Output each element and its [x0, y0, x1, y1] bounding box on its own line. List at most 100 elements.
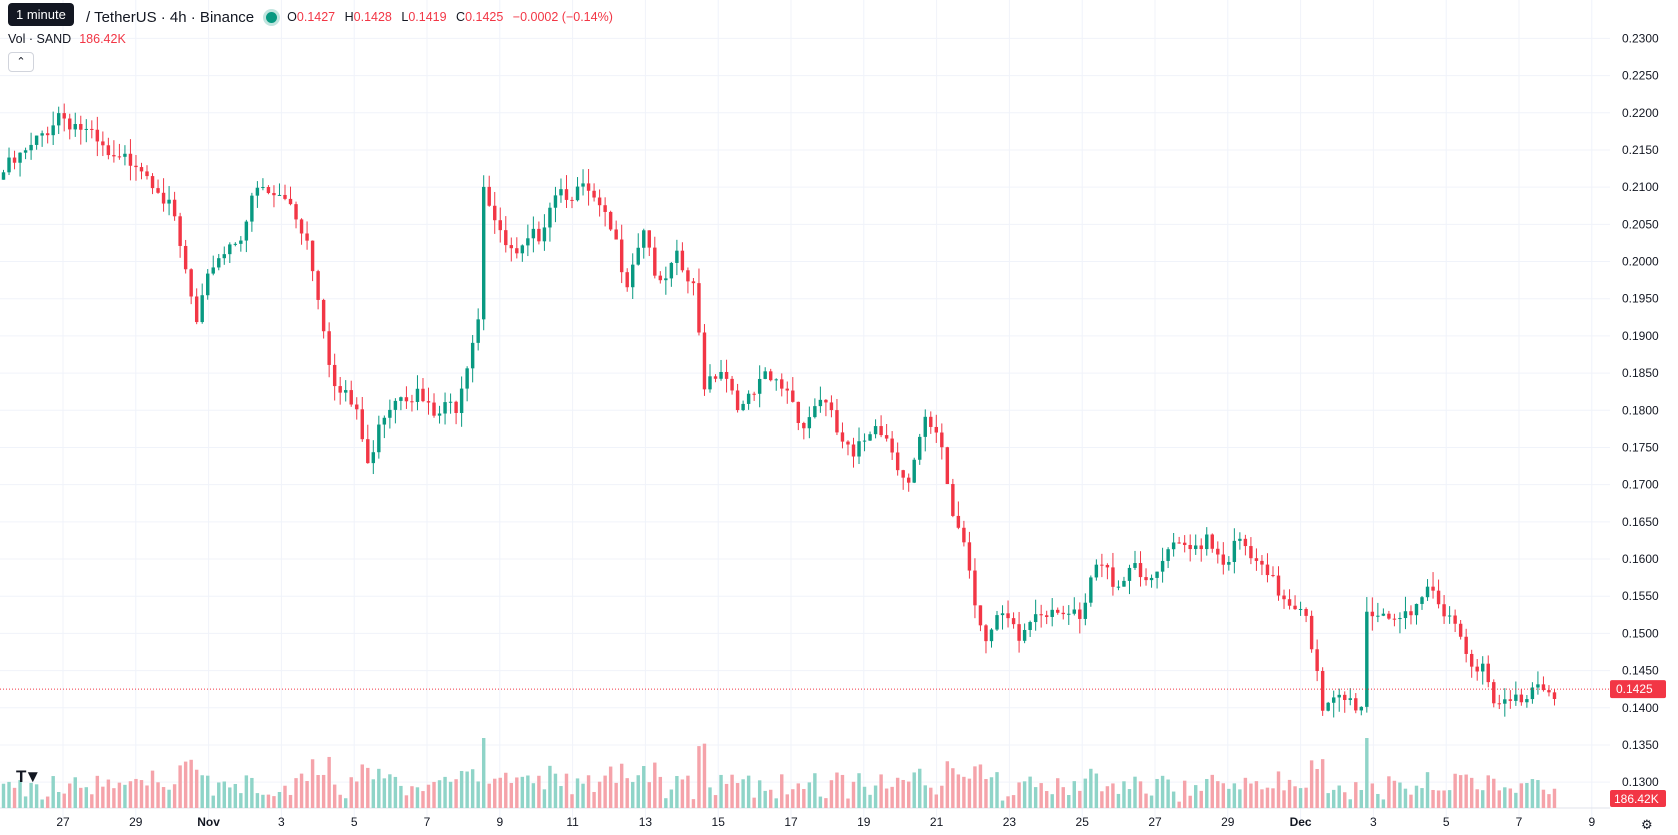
candle-body: [548, 207, 552, 228]
symbol-title[interactable]: / TetherUS · 4h · Binance: [86, 8, 255, 26]
time-tick-label: 27: [56, 815, 70, 829]
volume-bar: [818, 796, 823, 808]
candle-body: [79, 124, 83, 130]
volume-bar: [1453, 773, 1457, 808]
candle-body: [1122, 580, 1126, 587]
volume-bar: [741, 779, 745, 808]
volume-bar: [912, 772, 916, 808]
candle-body: [730, 378, 734, 391]
volume-bar: [1492, 778, 1496, 808]
volume-bar: [752, 797, 756, 808]
candle-body: [1514, 694, 1518, 701]
volume-bar: [310, 759, 315, 808]
candle-body: [112, 155, 116, 157]
volume-legend: Vol · SAND 186.42K: [8, 32, 126, 46]
volume-bar: [1547, 794, 1551, 808]
volume-bar: [1326, 793, 1330, 808]
gear-icon[interactable]: ⚙: [1641, 817, 1653, 832]
change-value: −0.0002 (−0.14%): [512, 10, 613, 24]
candle-body: [183, 245, 188, 270]
volume-bar: [432, 781, 436, 808]
candle-body: [1425, 586, 1430, 598]
volume-bar: [481, 738, 486, 808]
candle-body: [537, 228, 541, 242]
candle-body: [1381, 613, 1386, 616]
market-open-icon: [266, 11, 278, 23]
volume-bar: [84, 787, 89, 808]
price-tick-label: 0.1550: [1622, 589, 1659, 603]
time-tick-label: 23: [1003, 815, 1017, 829]
volume-bar: [962, 776, 966, 808]
volume-bar: [139, 780, 144, 808]
price-tick-label: 0.2250: [1622, 69, 1659, 83]
volume-bar: [145, 785, 149, 808]
candle-body: [1370, 611, 1375, 617]
candle-body: [802, 422, 806, 429]
volume-bar: [206, 775, 210, 808]
time-tick-label: Nov: [197, 815, 220, 829]
tradingview-logo-icon[interactable]: T▼: [16, 767, 41, 786]
volume-bar: [443, 776, 447, 808]
candle-body: [343, 390, 348, 393]
candle-body: [1282, 595, 1286, 600]
volume-bar: [1392, 780, 1397, 808]
volume-bar: [746, 775, 751, 808]
candle-body: [172, 199, 177, 217]
candle-body: [1331, 697, 1336, 703]
candle-body: [200, 295, 204, 323]
candle-body: [597, 197, 602, 206]
candle-body: [1089, 577, 1093, 603]
candle-body: [846, 441, 850, 445]
volume-bar: [1309, 760, 1314, 808]
candle-body: [713, 376, 718, 379]
candle-body: [1309, 615, 1314, 650]
candle-body: [504, 230, 508, 246]
candle-body: [680, 250, 685, 271]
candle-body: [581, 183, 585, 187]
candle-body: [653, 247, 657, 276]
candle-body: [448, 401, 453, 403]
volume-bar: [476, 781, 480, 808]
volume-bar: [150, 770, 155, 808]
volume-bar: [581, 783, 585, 808]
chevron-up-icon[interactable]: ⌃: [8, 52, 34, 72]
volume-bar: [448, 781, 453, 808]
volume-bar: [410, 786, 414, 808]
candle-body: [625, 272, 629, 288]
candle-body: [272, 193, 276, 196]
candle-body: [1260, 560, 1264, 565]
volume-bar: [702, 743, 707, 808]
volume-bar: [1337, 785, 1341, 808]
candle-body: [150, 176, 155, 189]
price-tick-label: 0.1700: [1622, 478, 1659, 492]
candle-body: [813, 406, 817, 418]
volume-label: Vol · SAND: [8, 32, 72, 46]
time-tick-label: 3: [278, 815, 285, 829]
volume-bar: [531, 783, 536, 808]
candle-body: [796, 401, 801, 423]
candle-body: [454, 401, 458, 414]
volume-bar: [79, 787, 83, 808]
candle-body: [1232, 540, 1237, 562]
candle-body: [1326, 702, 1330, 711]
volume-bar: [724, 783, 729, 808]
volume-bar: [294, 778, 298, 808]
volume-bar: [1216, 781, 1220, 808]
candle-body: [410, 401, 414, 403]
candle-body: [1359, 706, 1364, 711]
candle-body: [1453, 615, 1457, 624]
candle-body: [807, 417, 812, 429]
volume-bar: [1, 783, 6, 808]
volume-bar: [1254, 781, 1259, 808]
time-tick-label: 9: [496, 815, 503, 829]
volume-bar: [1265, 787, 1270, 808]
candle-body: [366, 439, 370, 464]
volume-bar: [520, 776, 525, 808]
candle-body: [995, 615, 999, 630]
volume-bar: [603, 775, 607, 808]
candle-body: [404, 397, 409, 402]
volume-bar: [1370, 783, 1375, 808]
volume-bar: [730, 774, 734, 808]
candle-body: [56, 113, 61, 126]
